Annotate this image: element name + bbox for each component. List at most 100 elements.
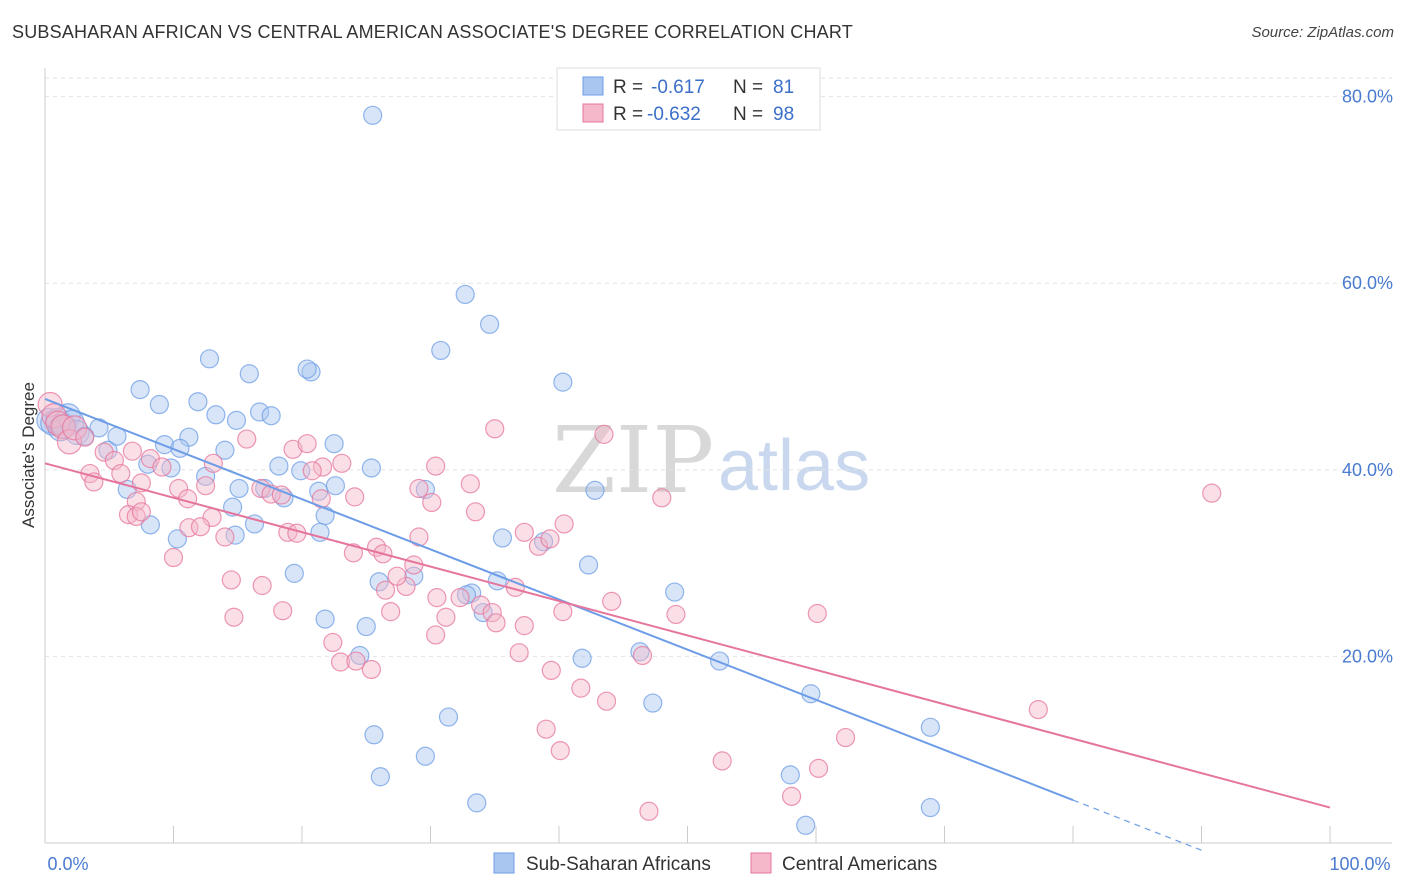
- point-central-american: [427, 588, 447, 608]
- legend-r-value-2: -0.632: [647, 104, 701, 125]
- legend-r-value-1: -0.617: [651, 77, 705, 98]
- point-central-american: [632, 645, 653, 666]
- point-central-american: [540, 529, 560, 549]
- point-subsaharan: [149, 394, 169, 415]
- point-subsaharan: [188, 392, 208, 412]
- point-subsaharan: [269, 456, 289, 476]
- y-tick-label: 60.0%: [1342, 273, 1393, 293]
- point-subsaharan: [404, 566, 424, 586]
- point-central-american: [450, 588, 470, 608]
- point-subsaharan: [585, 480, 605, 500]
- point-subsaharan: [438, 707, 459, 727]
- watermark-atlas: atlas: [718, 426, 870, 506]
- point-central-american: [554, 514, 574, 534]
- point-subsaharan: [665, 582, 685, 602]
- point-subsaharan: [480, 314, 500, 334]
- point-central-american: [332, 453, 352, 473]
- point-subsaharan: [710, 651, 730, 671]
- point-central-american: [178, 489, 198, 509]
- point-subsaharan: [167, 529, 187, 549]
- legend-r-label-2: R =: [613, 104, 643, 125]
- series-legend: Sub-Saharan Africans Central Americans: [493, 852, 937, 875]
- point-subsaharan: [578, 555, 599, 575]
- axes: 20.0% 40.0% 60.0% 80.0%: [44, 68, 1393, 844]
- point-subsaharan: [89, 418, 109, 438]
- point-central-american: [426, 625, 446, 645]
- x-tick-label-min: 0.0%: [47, 854, 88, 874]
- point-central-american: [346, 651, 366, 671]
- source-credit: Source: ZipAtlas.com: [1251, 24, 1394, 41]
- trend-line-extension: [1072, 799, 1202, 851]
- point-subsaharan: [643, 693, 663, 713]
- point-central-american: [536, 719, 556, 739]
- point-subsaharan: [920, 797, 940, 818]
- point-central-american: [485, 419, 505, 439]
- point-central-american: [514, 522, 534, 542]
- point-central-american: [639, 801, 659, 821]
- point-subsaharan: [920, 717, 940, 737]
- point-central-american: [345, 487, 365, 507]
- point-subsaharan: [199, 349, 220, 369]
- point-subsaharan: [284, 563, 304, 583]
- point-subsaharan: [244, 514, 265, 534]
- point-central-american: [45, 410, 71, 436]
- point-central-american: [571, 678, 591, 698]
- point-subsaharan: [364, 725, 384, 745]
- point-subsaharan: [291, 461, 311, 481]
- point-central-american: [486, 613, 506, 633]
- point-central-american: [422, 492, 442, 513]
- point-central-american: [781, 786, 802, 806]
- point-central-american: [196, 476, 216, 496]
- point-central-american: [312, 457, 333, 477]
- point-central-american: [460, 474, 480, 494]
- x-tick-label-max: 100.0%: [1329, 854, 1390, 874]
- point-central-american: [343, 543, 363, 563]
- point-central-american: [152, 457, 172, 477]
- point-subsaharan: [324, 434, 344, 454]
- point-subsaharan: [796, 815, 816, 835]
- point-central-american: [471, 595, 491, 615]
- legend-n-value-2: 98: [773, 104, 794, 125]
- point-subsaharan: [206, 405, 226, 425]
- legend-n-value-1: 81: [773, 77, 794, 98]
- point-central-american: [465, 502, 486, 522]
- point-subsaharan: [51, 413, 77, 439]
- y-tick-label: 80.0%: [1342, 87, 1393, 107]
- trend-line-central-american: [44, 462, 1331, 809]
- point-central-american: [283, 439, 303, 459]
- legend-r-label-1: R =: [613, 77, 643, 98]
- point-central-american: [221, 570, 241, 590]
- point-central-american: [323, 632, 343, 653]
- point-subsaharan: [325, 476, 346, 496]
- y-axis-title: Associate's Degree: [19, 382, 38, 528]
- point-subsaharan: [226, 410, 247, 430]
- point-central-american: [252, 575, 272, 596]
- point-central-american: [302, 461, 322, 481]
- point-central-american: [666, 604, 686, 625]
- point-central-american: [409, 527, 429, 547]
- point-central-american: [375, 580, 396, 600]
- point-central-american: [1202, 483, 1222, 503]
- point-central-american: [409, 478, 429, 499]
- legend-swatch-pink: [582, 103, 604, 123]
- point-central-american: [224, 607, 244, 627]
- point-subsaharan: [297, 359, 317, 379]
- point-central-american: [509, 643, 529, 663]
- point-central-american: [203, 453, 223, 473]
- point-central-american: [541, 660, 561, 681]
- point-central-american: [514, 616, 534, 636]
- point-central-american: [297, 434, 317, 454]
- correlation-legend: R = -0.617 N = 81 R = -0.632 N = 98: [556, 67, 821, 131]
- point-central-american: [528, 536, 549, 556]
- point-central-american: [808, 758, 829, 778]
- point-central-american: [550, 741, 570, 761]
- point-subsaharan: [415, 746, 435, 766]
- watermark-zip: ZIP: [552, 407, 714, 514]
- bottom-legend-swatch-pink: [750, 852, 772, 874]
- point-central-american: [163, 547, 184, 568]
- point-central-american: [131, 502, 151, 522]
- point-central-american: [835, 727, 856, 748]
- point-subsaharan: [261, 406, 281, 426]
- point-central-american: [426, 456, 446, 476]
